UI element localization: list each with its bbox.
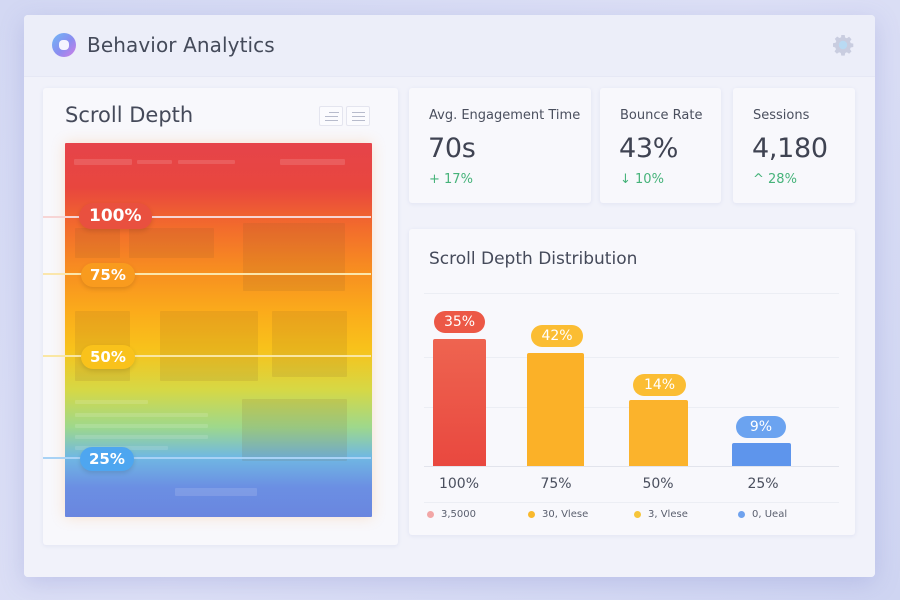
- bar-value-label: 42%: [531, 325, 583, 347]
- legend-item: 30, Vlese: [528, 509, 588, 520]
- list-view-button[interactable]: [346, 106, 370, 126]
- app-header: Behavior Analytics: [24, 15, 875, 77]
- depth-line-100: [43, 216, 371, 218]
- metric-label: Sessions: [753, 108, 810, 123]
- legend-label: 30, Vlese: [542, 509, 589, 520]
- x-axis-baseline: [424, 466, 839, 467]
- category-label: 25%: [747, 476, 779, 492]
- bar-value-label: 14%: [633, 374, 686, 396]
- legend-dot-icon: [528, 511, 535, 518]
- bar-value-label: 9%: [736, 416, 786, 438]
- legend-label: 3,5000: [441, 509, 476, 520]
- legend-dot-icon: [738, 511, 745, 518]
- scroll-depth-card: Scroll Depth: [43, 88, 398, 545]
- legend-label: 0, Ueal: [752, 509, 788, 520]
- legend-item: 3, Vlese: [634, 509, 688, 520]
- metric-label: Bounce Rate: [620, 108, 703, 123]
- bar-75[interactable]: [527, 353, 584, 466]
- category-label: 100%: [438, 476, 480, 492]
- bar-25[interactable]: [732, 443, 791, 466]
- metric-card-bounce-rate: Bounce Rate 43% ↓ 10%: [600, 88, 721, 203]
- metric-card-engagement: Avg. Engagement Time 70s + 17%: [409, 88, 591, 203]
- depth-marker-75[interactable]: 75%: [81, 263, 135, 287]
- bar-value-label: 35%: [434, 311, 485, 333]
- scroll-depth-title: Scroll Depth: [65, 103, 194, 127]
- metric-value: 43%: [619, 133, 679, 164]
- app-title: Behavior Analytics: [87, 33, 275, 57]
- category-label: 50%: [642, 476, 674, 492]
- app-logo-icon: [52, 33, 76, 57]
- metric-change: + 17%: [429, 172, 473, 187]
- metric-value: 70s: [428, 133, 476, 164]
- legend-dot-icon: [427, 511, 434, 518]
- metric-label: Avg. Engagement Time: [429, 108, 581, 123]
- depth-marker-50[interactable]: 50%: [81, 345, 135, 369]
- metric-change: ↓ 10%: [620, 172, 664, 187]
- metric-value: 4,180: [752, 133, 828, 164]
- dashboard-content: Scroll Depth: [24, 77, 875, 577]
- gear-icon[interactable]: [831, 33, 855, 57]
- depth-marker-100[interactable]: 100%: [79, 203, 152, 229]
- depth-line-50: [43, 355, 371, 357]
- legend-divider: [424, 502, 839, 503]
- text-view-button[interactable]: [319, 106, 343, 126]
- metric-change: ^ 28%: [753, 172, 797, 187]
- metric-card-sessions: Sessions 4,180 ^ 28%: [733, 88, 855, 203]
- legend-item: 0, Ueal: [738, 509, 787, 520]
- app-window: Behavior Analytics Scroll Depth: [24, 15, 875, 577]
- gridline: [424, 293, 839, 294]
- legend-dot-icon: [634, 511, 641, 518]
- depth-line-25: [43, 457, 371, 459]
- legend-item: 3,5000: [427, 509, 476, 520]
- depth-line-75: [43, 273, 371, 275]
- category-label: 75%: [540, 476, 572, 492]
- gridline: [424, 357, 839, 358]
- scroll-depth-distribution-card: Scroll Depth Distribution 35% 42% 14% 9%…: [409, 229, 855, 535]
- legend-label: 3, Vlese: [648, 509, 688, 520]
- bar-50[interactable]: [629, 400, 688, 466]
- bar-100[interactable]: [433, 339, 486, 466]
- distribution-title: Scroll Depth Distribution: [429, 249, 638, 269]
- depth-marker-25[interactable]: 25%: [80, 447, 134, 471]
